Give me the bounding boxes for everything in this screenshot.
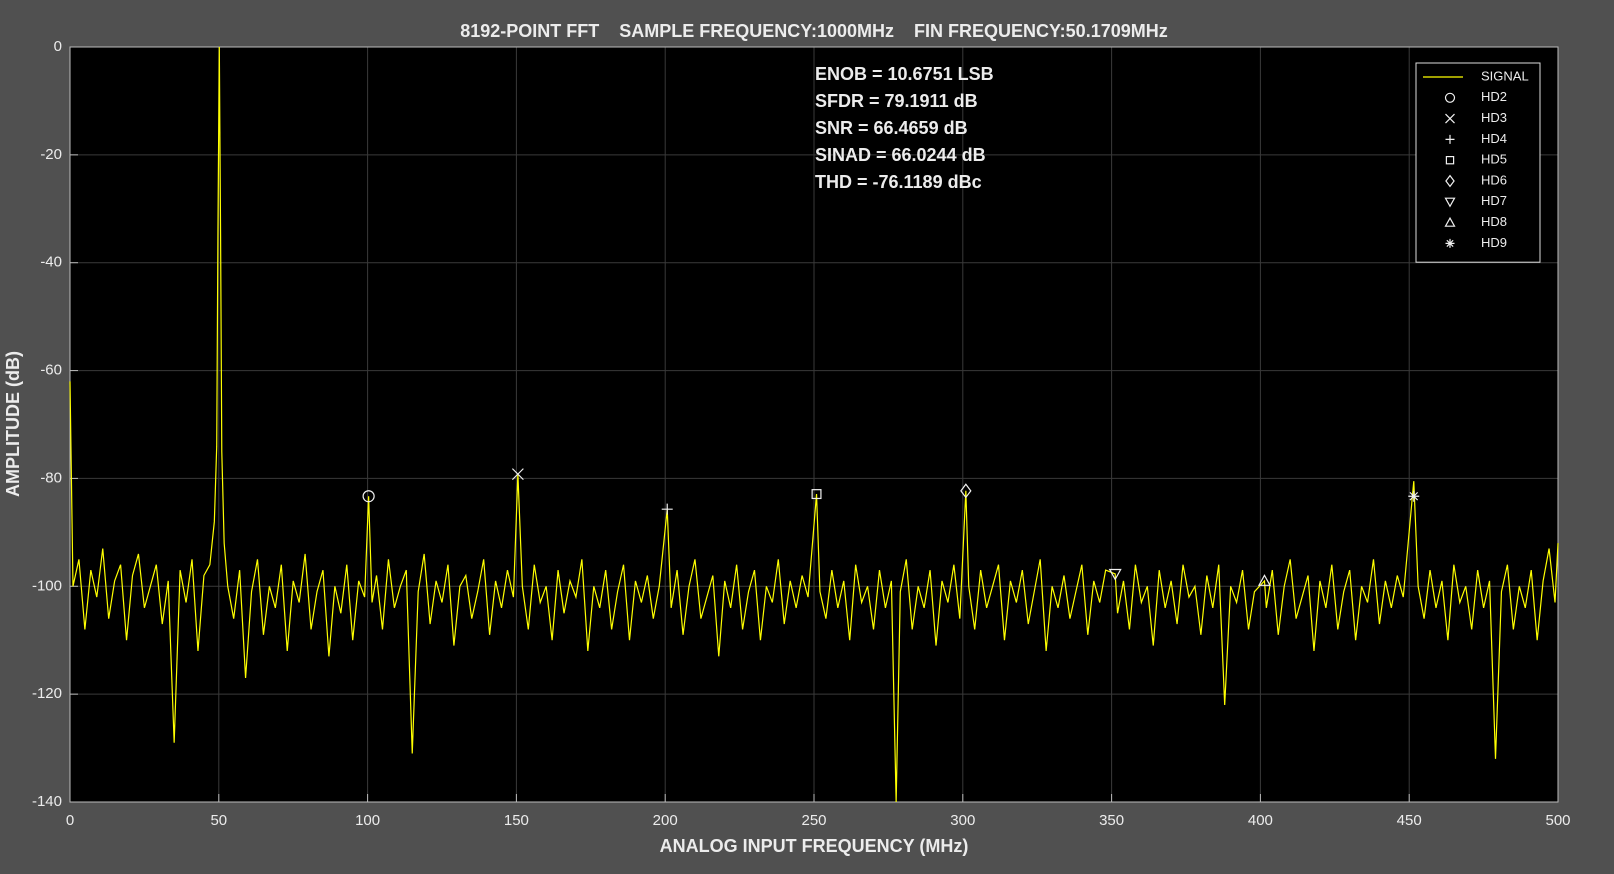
marker [811,489,822,500]
marker [1444,216,1456,227]
y-tick-label: -120 [32,685,62,702]
x-tick-label: 400 [1248,812,1273,829]
x-tick-label: 300 [950,812,975,829]
y-tick-label: -140 [32,793,62,810]
y-axis-label: AMPLITUDE (dB) [3,351,23,497]
legend-label: HD2 [1481,89,1507,104]
marker [661,503,673,515]
marker [960,483,972,499]
x-tick-label: 250 [801,812,826,829]
annotations: ENOB = 10.6751 LSB SFDR = 79.1911 dB SNR =… [815,64,994,192]
marker [1445,238,1455,248]
legend-label: HD7 [1481,193,1507,208]
legend-label: HD3 [1481,110,1507,125]
legend-label: HD9 [1481,235,1507,250]
marker [1445,156,1455,165]
x-tick-label: 100 [355,812,380,829]
x-tick-label: 450 [1397,812,1422,829]
legend-label: HD5 [1481,152,1507,167]
plot [69,46,1559,803]
y-tick-label: -40 [40,254,62,271]
legend-label: HD8 [1481,214,1507,229]
marker [1108,568,1122,581]
x-tick-label: 350 [1099,812,1124,829]
marker [1445,134,1455,144]
signal-line [69,46,1559,803]
y-tick-label: -80 [40,469,62,486]
marker [1257,574,1271,586]
x-tick-label: 200 [653,812,678,829]
annotation: ENOB = 10.6751 LSB [815,64,994,84]
chart-title: 8192-POINT FFT SAMPLE FREQUENCY:1000MHz … [460,21,1167,41]
annotation: SINAD = 66.0244 dB [815,145,986,165]
marker [511,468,524,481]
x-tick-label: 0 [66,812,74,829]
marker [1445,113,1455,124]
marker [1445,174,1455,188]
annotation: SFDR = 79.1911 dB [815,91,978,111]
legend: SIGNAL HD2 HD3 HD4 HD5 HD6 HD7 HD8 HD9 [1415,62,1541,263]
x-axis-label: ANALOG INPUT FREQUENCY (MHz) [660,836,969,856]
y-tick-label: 0 [54,38,62,55]
marker [1444,92,1456,103]
y-tick-label: -100 [32,577,62,594]
x-tick-label: 150 [504,812,529,829]
legend-box [1415,62,1541,263]
legend-label: HD6 [1481,172,1507,187]
plot-frame [69,46,1559,803]
marker [1444,197,1456,208]
legend-label: SIGNAL [1481,68,1529,83]
legend-label: HD4 [1481,131,1507,146]
marker [1408,490,1420,502]
annotation: THD = -76.1189 dBc [815,172,982,192]
marker [362,490,375,503]
x-tick-label: 50 [210,812,227,829]
y-tick-label: -20 [40,146,62,163]
grid: 0 50 100 150 200 250 300 350 400 450 500 -140 -120 -1… [32,38,1571,829]
y-tick-label: -60 [40,362,62,379]
x-tick-label: 500 [1545,812,1570,829]
annotation: SNR = 66.4659 dB [815,118,968,138]
